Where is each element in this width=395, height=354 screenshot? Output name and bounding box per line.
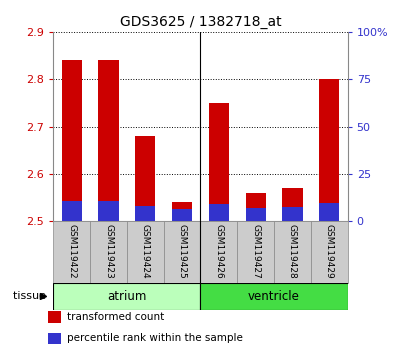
Bar (172, 209, 192, 221)
Text: percentile rank within the sample: percentile rank within the sample (67, 333, 243, 343)
Bar (62, 60, 82, 221)
Text: tissue: tissue (13, 291, 49, 302)
Bar (209, 204, 229, 221)
FancyBboxPatch shape (274, 221, 311, 283)
Bar (319, 203, 339, 221)
Bar (246, 208, 266, 221)
Text: GSM119425: GSM119425 (178, 224, 186, 279)
Text: GSM119427: GSM119427 (251, 224, 260, 279)
Bar (98, 60, 118, 221)
Bar (201, 283, 348, 310)
Text: GSM119426: GSM119426 (214, 224, 223, 279)
Bar (282, 188, 303, 221)
Bar (49, 312, 60, 323)
Bar (135, 206, 155, 221)
Text: ventricle: ventricle (248, 290, 300, 303)
FancyBboxPatch shape (311, 221, 348, 283)
Title: GDS3625 / 1382718_at: GDS3625 / 1382718_at (120, 16, 281, 29)
Bar (135, 136, 155, 221)
FancyBboxPatch shape (53, 221, 90, 283)
Bar (98, 201, 118, 221)
Text: GSM119424: GSM119424 (141, 224, 150, 279)
Bar (53, 283, 201, 310)
Bar (209, 103, 229, 221)
Bar (246, 193, 266, 221)
Bar (62, 201, 82, 221)
FancyBboxPatch shape (237, 221, 274, 283)
FancyBboxPatch shape (164, 221, 201, 283)
FancyBboxPatch shape (127, 221, 164, 283)
Text: transformed count: transformed count (67, 312, 164, 322)
FancyBboxPatch shape (201, 221, 237, 283)
Bar (319, 79, 339, 221)
Text: GSM119422: GSM119422 (67, 224, 76, 279)
Text: atrium: atrium (107, 290, 147, 303)
Bar (172, 202, 192, 221)
FancyBboxPatch shape (90, 221, 127, 283)
Text: GSM119429: GSM119429 (325, 224, 334, 279)
Bar (49, 332, 60, 344)
Text: GSM119428: GSM119428 (288, 224, 297, 279)
Bar (282, 207, 303, 221)
Text: GSM119423: GSM119423 (104, 224, 113, 279)
